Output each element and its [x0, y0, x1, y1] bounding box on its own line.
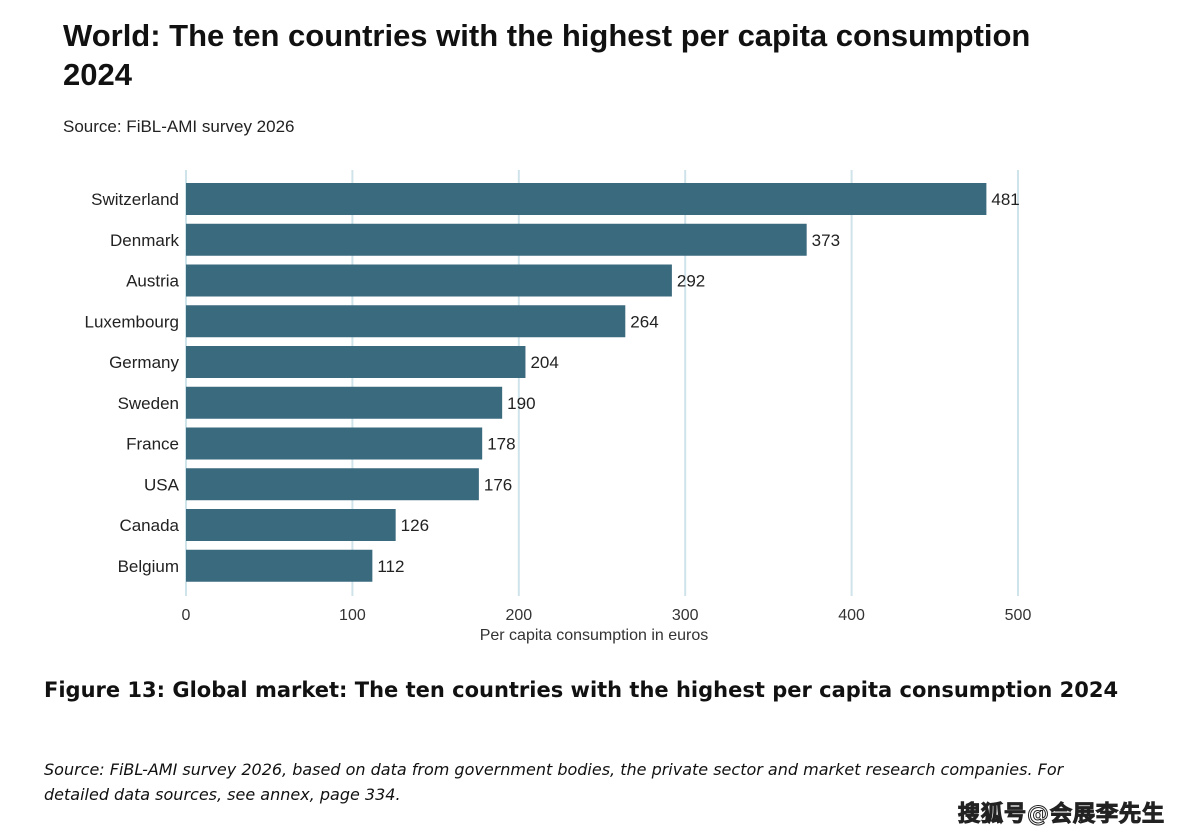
- bar: [186, 183, 987, 215]
- bar: [186, 427, 483, 460]
- data-label: 292: [677, 272, 705, 291]
- bar: [186, 468, 479, 501]
- bar: [186, 223, 807, 256]
- bar: [186, 509, 396, 541]
- data-label: 126: [401, 516, 429, 535]
- data-label: 176: [484, 475, 512, 494]
- y-category-label: Belgium: [118, 557, 179, 576]
- data-label: 178: [487, 435, 515, 454]
- y-category-label: Canada: [119, 516, 179, 535]
- data-label: 481: [991, 190, 1019, 209]
- figure-caption: Figure 13: Global market: The ten countr…: [44, 678, 1119, 702]
- x-tick-label: 100: [339, 607, 366, 624]
- figure-source-note: Source: FiBL-AMI survey 2026, based on d…: [44, 760, 1064, 804]
- data-label: 190: [507, 394, 535, 413]
- y-category-label: Germany: [109, 353, 179, 372]
- x-tick-label: 500: [1005, 607, 1032, 624]
- data-label: 264: [630, 312, 658, 331]
- watermark: 搜狐号@会展李先生: [957, 802, 1166, 828]
- y-category-label: France: [126, 435, 179, 454]
- y-category-label: USA: [144, 475, 180, 494]
- x-tick-label: 0: [182, 607, 191, 624]
- y-category-label: Denmark: [110, 231, 179, 250]
- x-tick-label: 400: [838, 607, 865, 624]
- bar: [186, 549, 373, 582]
- chart-title: World: The ten countries with the highes…: [63, 18, 1031, 92]
- y-category-label: Switzerland: [91, 190, 179, 209]
- data-label: 204: [530, 353, 558, 372]
- x-tick-label: 200: [505, 607, 532, 624]
- y-category-label: Luxembourg: [84, 312, 179, 331]
- x-axis-title: Per capita consumption in euros: [480, 627, 709, 644]
- y-category-label: Sweden: [118, 394, 179, 413]
- bar: [186, 305, 626, 338]
- y-category-label: Austria: [126, 272, 179, 291]
- bar-chart: 0 100 200 300 400 500 Switzerland 481 Denmark 373…: [84, 170, 1032, 644]
- chart-subtitle: Source: FiBL-AMI survey 2026: [63, 117, 295, 136]
- data-label: 373: [812, 231, 840, 250]
- bar: [186, 346, 526, 378]
- bar: [186, 386, 503, 419]
- data-label: 112: [377, 557, 404, 576]
- bar: [186, 264, 672, 297]
- x-tick-label: 300: [672, 607, 699, 624]
